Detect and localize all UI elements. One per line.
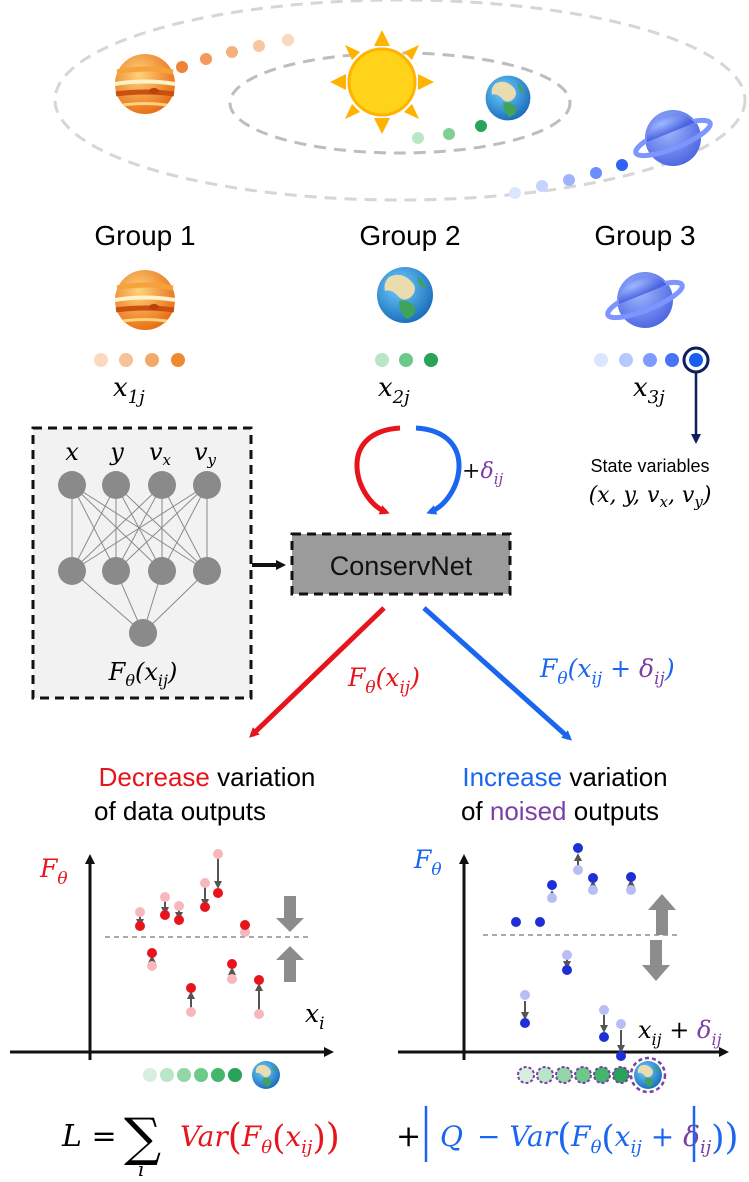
loss-term-1: Var(Fθ(xij)): [180, 1117, 340, 1158]
neural-network-box: x y vx vy Fθ(xij): [31, 426, 253, 700]
right-plot-xlabel: xij + δij: [638, 1016, 722, 1049]
conservnet-box: ConservNet: [290, 532, 512, 596]
group-3-title: Group 3: [594, 220, 695, 251]
noise-label: +δij: [462, 459, 503, 488]
group-2-variable: x2j: [378, 373, 410, 408]
left-plot-converge-arrows: [276, 896, 304, 982]
left-plot: Fθ xi: [10, 849, 334, 1089]
left-plot-points: [135, 849, 264, 1019]
conservnet-label: ConservNet: [330, 551, 473, 581]
right-plot-trail: [517, 1056, 667, 1094]
left-branch-label: Fθ(xij): [347, 663, 420, 698]
left-plot-trail: [143, 1061, 280, 1089]
group-3: Group 3 x3j State variables (x, y, vx, v…: [589, 220, 712, 511]
right-plot: Fθ xij + δij: [398, 843, 729, 1094]
right-plot-ylabel: Fθ: [413, 845, 442, 880]
left-title-line1: Decrease variation: [99, 762, 316, 792]
left-plot-xlabel: xi: [305, 999, 325, 1034]
loss-term-2: Q − Var(Fθ(xij + δij)): [440, 1117, 739, 1158]
data-input-arrow: [354, 425, 401, 515]
earth-icon: [634, 1061, 662, 1089]
sun-icon: [330, 30, 434, 134]
loss-lhs: L =: [61, 1119, 117, 1154]
right-plot-diverge-arrows: [642, 894, 676, 981]
noised-input-arrow: [415, 425, 462, 515]
state-variables-label: State variables: [590, 456, 709, 476]
nn-nodes: [58, 471, 221, 647]
loss-plus: +: [396, 1119, 421, 1154]
right-title-line1: Increase variation: [462, 762, 667, 792]
left-branch-arrow: [249, 606, 386, 738]
right-plot-points: [511, 843, 636, 1061]
right-branch-label: Fθ(xij + δij): [539, 654, 675, 689]
earth-icon: [377, 267, 433, 323]
right-title-line2: of noised outputs: [461, 796, 659, 826]
nn-input-y: y: [109, 438, 124, 466]
group-1-title: Group 1: [94, 220, 195, 251]
loss-equation: L = ∑ i Var(Fθ(xij)) + Q − Var(Fθ(xij + δ…: [61, 1106, 739, 1181]
group-1-variable: x1j: [113, 373, 145, 408]
jupiter-trail: [176, 34, 294, 73]
sum-symbol: ∑: [124, 1108, 161, 1168]
group-1: Group 1 x1j: [94, 220, 196, 408]
group-3-variable: x3j: [633, 373, 665, 408]
sum-index: i: [138, 1157, 144, 1181]
earth-trail: [412, 120, 487, 144]
orbit-scene: [53, 0, 747, 202]
earth-icon: [252, 1061, 280, 1089]
state-variables-tuple: (x, y, vx, vy): [589, 483, 712, 511]
group-2-title: Group 2: [359, 220, 460, 251]
left-plot-ylabel: Fθ: [39, 854, 68, 889]
saturn-icon: [632, 106, 714, 166]
saturn-trail: [509, 159, 628, 199]
jupiter-icon: [115, 270, 175, 330]
earth-icon: [485, 75, 531, 121]
right-branch-arrow: [422, 606, 572, 741]
group-2: Group 2 x2j: [359, 220, 460, 408]
jupiter-icon: [115, 54, 175, 114]
saturn-icon: [604, 268, 686, 328]
left-title-line2: of data outputs: [94, 796, 266, 826]
nn-input-x: x: [65, 438, 79, 466]
